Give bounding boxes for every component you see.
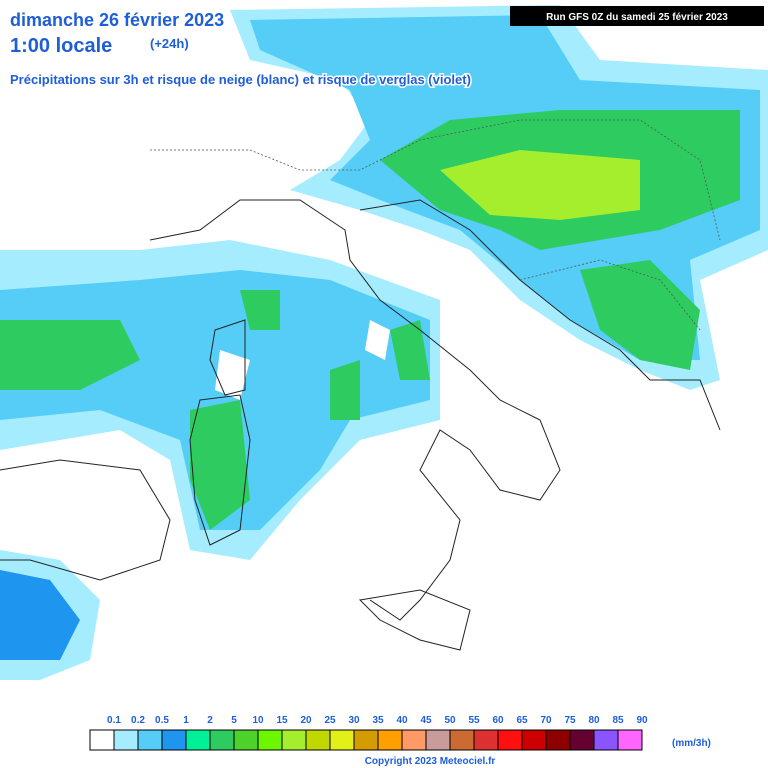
legend-label: 50 [444, 715, 456, 726]
legend-swatch [569, 729, 595, 751]
legend-swatch [257, 729, 283, 751]
time: 1:00 locale [10, 35, 112, 57]
header: dimanche 26 février 2023 1:00 locale (+2… [9, 6, 764, 89]
legend-swatch [113, 729, 139, 751]
precipitation [0, 5, 768, 680]
legend-label: 25 [324, 715, 336, 726]
legend-label: 0.2 [131, 715, 145, 726]
offset: (+24h) [150, 36, 189, 51]
copyright: Copyright 2023 Meteociel.fr [365, 756, 496, 767]
legend-label: 65 [516, 715, 528, 726]
legend-label: 85 [612, 715, 624, 726]
legend-label: 10 [252, 715, 264, 726]
legend-label: 70 [540, 715, 552, 726]
legend-swatch [185, 729, 211, 751]
legend-swatch [401, 729, 427, 751]
legend-swatch [209, 729, 235, 751]
legend-swatch [377, 729, 403, 751]
legend-swatch [329, 729, 355, 751]
legend-swatch [521, 729, 547, 751]
run: Run GFS 0Z du samedi 25 février 2023 [546, 12, 728, 23]
legend-swatch [161, 729, 187, 751]
unit: (mm/3h) [672, 738, 711, 749]
legend-swatch [89, 729, 115, 751]
legend-label: 0.5 [155, 715, 169, 726]
legend-label: 80 [588, 715, 600, 726]
legend-label: 2 [207, 715, 213, 726]
subtitle: Précipitations sur 3h et risque de neige… [10, 72, 471, 87]
legend-swatch [281, 729, 307, 751]
legend-label: 0.1 [107, 715, 121, 726]
legend-swatch [473, 729, 499, 751]
legend-swatch [137, 729, 163, 751]
legend-label: 45 [420, 715, 432, 726]
legend-label: 35 [372, 715, 384, 726]
legend-label: 60 [492, 715, 504, 726]
legend-swatch [617, 729, 643, 751]
legend-swatch [425, 729, 451, 751]
legend-label: 40 [396, 715, 408, 726]
legend-label: 15 [276, 715, 288, 726]
legend-swatch [449, 729, 475, 751]
legend-label: 75 [564, 715, 576, 726]
legend-swatch [545, 729, 571, 751]
run-box [510, 6, 764, 26]
legend-label: 5 [231, 715, 237, 726]
legend-swatch [353, 729, 379, 751]
legend-label: 1 [183, 715, 189, 726]
legend-swatch [233, 729, 259, 751]
legend-swatch [593, 729, 619, 751]
legend-swatch [305, 729, 331, 751]
legend-label: 20 [300, 715, 312, 726]
legend-label: 30 [348, 715, 360, 726]
coastlines [0, 119, 721, 651]
legend-label: 55 [468, 715, 480, 726]
legend-swatch [497, 729, 523, 751]
legend-label: 90 [636, 715, 648, 726]
legend: (mm/3h) 0.1 0.2 0.5 1 2 5 10 15 20 25 30 35 40 45 50 55… [89, 714, 712, 751]
date: dimanche 26 février 2023 [10, 10, 224, 30]
